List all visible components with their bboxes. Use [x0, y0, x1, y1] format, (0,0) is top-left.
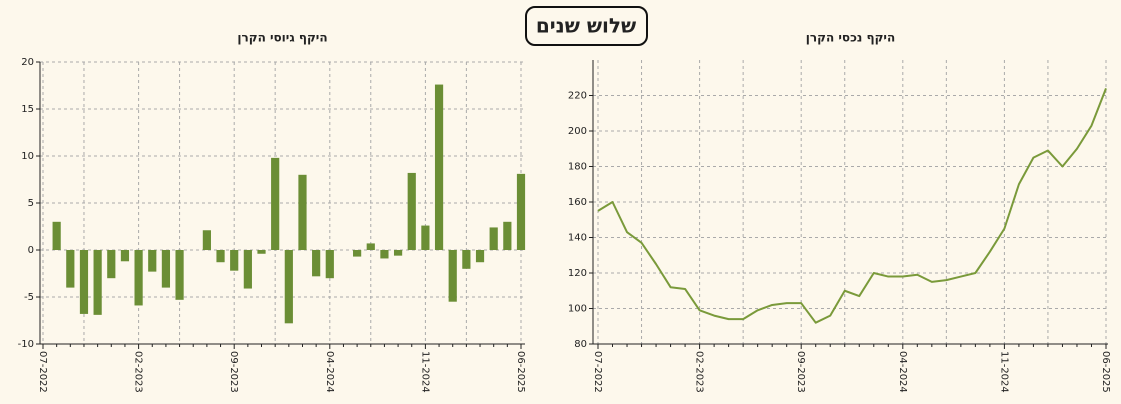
- bar: [393, 250, 403, 256]
- x-tick-label: 06-2025: [515, 351, 526, 393]
- x-tick-label: 09-2023: [228, 351, 239, 393]
- x-tick-label: 02-2023: [694, 351, 705, 393]
- bar: [325, 250, 334, 279]
- bar: [161, 250, 171, 288]
- x-tick-label: 07-2022: [37, 351, 48, 393]
- bar: [79, 250, 89, 314]
- bar: [312, 250, 321, 277]
- bar: [257, 250, 266, 254]
- bar: [52, 221, 61, 250]
- y-tick-label: 120: [568, 268, 587, 279]
- x-tick-label: 04-2024: [897, 351, 908, 393]
- page-title: שלוש שנים: [536, 14, 636, 38]
- bar: [434, 84, 444, 250]
- x-tick-label: 09-2023: [795, 351, 806, 393]
- y-tick-label: 100: [568, 304, 587, 315]
- bar: [107, 250, 116, 279]
- y-tick-label: 160: [568, 197, 587, 208]
- x-tick-label: 02-2023: [133, 351, 144, 393]
- line: [597, 88, 1107, 324]
- bar: [353, 250, 362, 257]
- bar: [93, 250, 102, 315]
- bar: [462, 250, 471, 269]
- y-tick-label: 15: [21, 104, 34, 115]
- bar: [503, 221, 512, 250]
- bar: [489, 227, 498, 250]
- y-tick-label: 200: [568, 126, 587, 137]
- x-tick-label: 11-2024: [998, 351, 1009, 393]
- y-tick-label: 10: [21, 151, 34, 162]
- bar: [175, 250, 184, 300]
- bar: [298, 174, 307, 250]
- y-tick-label: -5: [24, 292, 34, 303]
- bar: [407, 172, 416, 250]
- bar: [230, 250, 239, 271]
- x-tick-label: 04-2024: [324, 351, 335, 393]
- y-tick-label: 220: [568, 91, 587, 102]
- bar: [271, 157, 280, 250]
- y-tick-label: 5: [28, 198, 34, 209]
- y-tick-label: 0: [28, 245, 34, 256]
- bar: [380, 250, 389, 259]
- title-box: [525, 6, 648, 46]
- y-tick-label: -10: [18, 339, 34, 350]
- chart-title: היקף גיוסי הקרן: [237, 31, 327, 45]
- chart-title: היקף נכסי הקרן: [806, 31, 895, 45]
- y-tick-label: 180: [568, 162, 587, 173]
- bar: [120, 250, 130, 262]
- bar: [148, 250, 157, 272]
- x-tick-label: 06-2025: [1100, 351, 1111, 393]
- y-tick-label: 140: [568, 233, 587, 244]
- bar: [66, 250, 75, 288]
- bar: [421, 225, 430, 250]
- bar: [516, 173, 526, 250]
- bar: [134, 250, 143, 306]
- x-tick-label: 11-2024: [419, 351, 430, 393]
- bar: [243, 250, 252, 289]
- bar: [475, 250, 485, 263]
- bar: [216, 250, 225, 263]
- y-tick-label: 20: [21, 57, 34, 68]
- bar: [202, 230, 211, 250]
- x-tick-label: 07-2022: [592, 351, 603, 393]
- bar: [284, 250, 293, 324]
- bar: [366, 243, 375, 250]
- bar: [448, 250, 457, 302]
- y-tick-label: 80: [574, 339, 587, 350]
